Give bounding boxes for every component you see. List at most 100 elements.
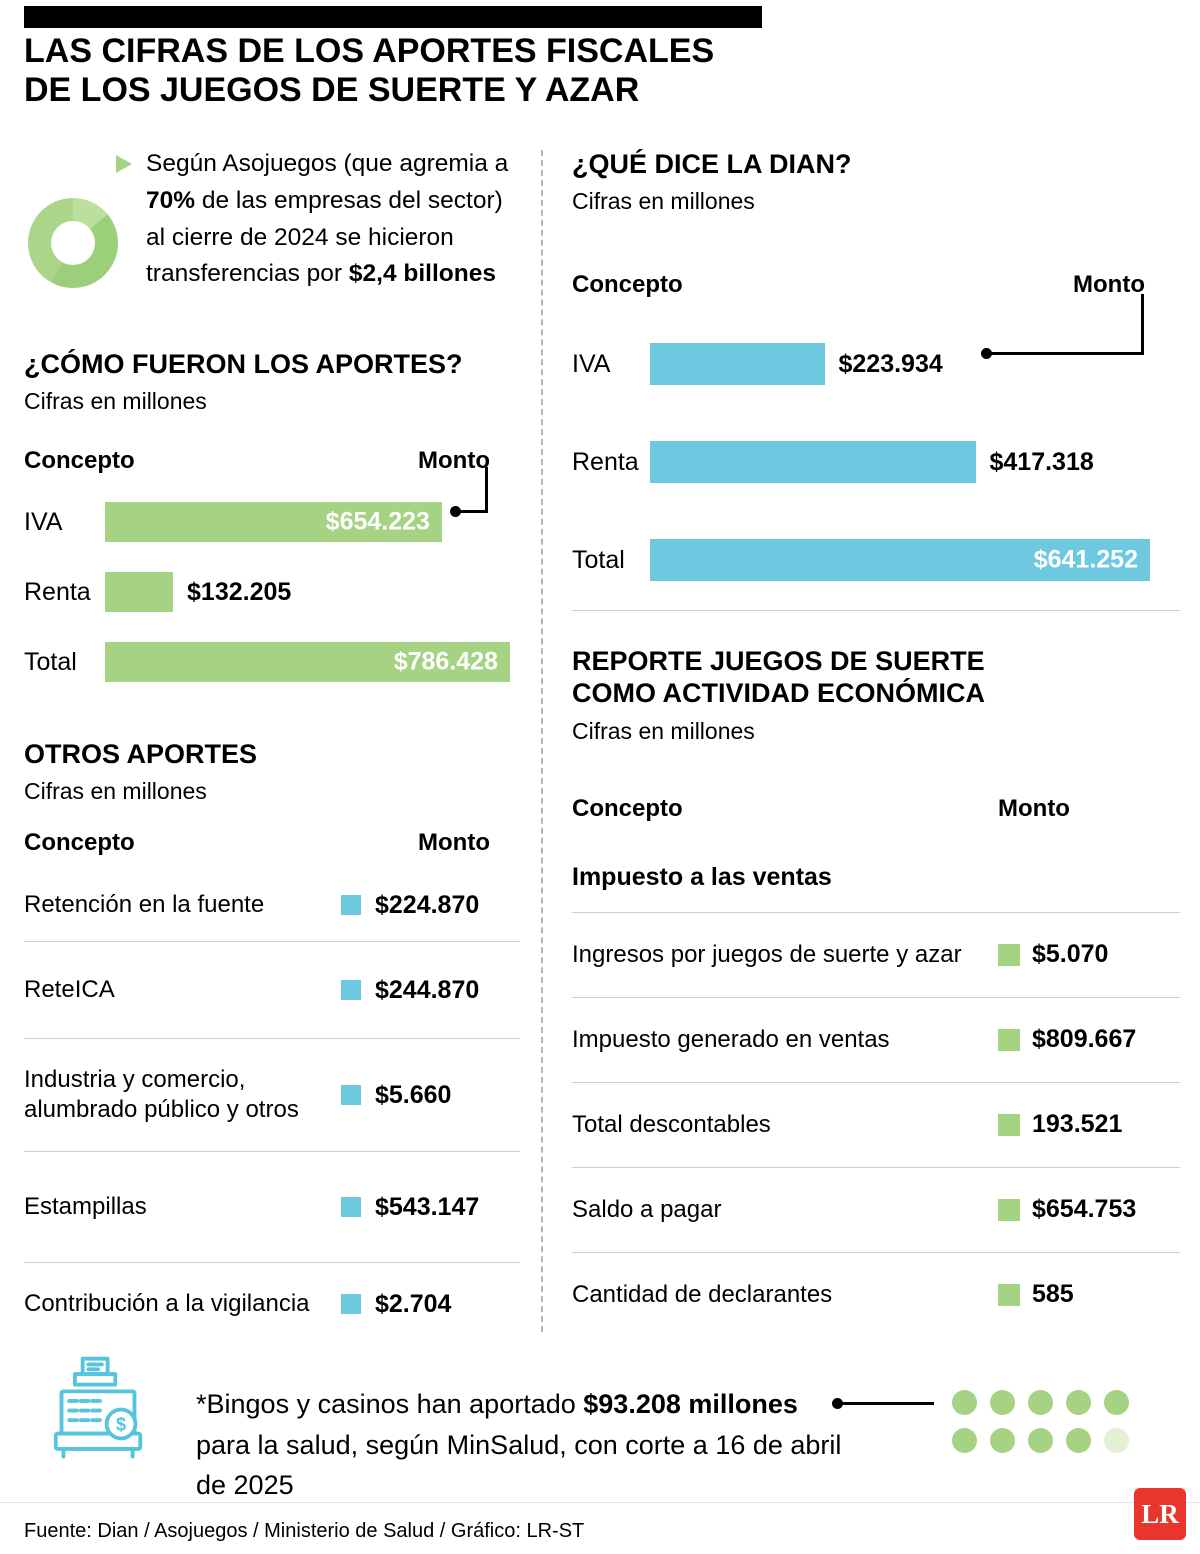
- table-row: Ingresos por juegos de suerte y azar $5.…: [572, 913, 1180, 998]
- bar-row-renta: Renta $417.318: [572, 413, 1180, 511]
- section-subtitle: Cifras en millones: [24, 778, 207, 805]
- donut-icon: [28, 198, 118, 288]
- section-rule: [572, 610, 1180, 611]
- row-label: Saldo a pagar: [572, 1195, 722, 1223]
- callout-dot: [450, 506, 461, 517]
- footnote-text: *Bingos y casinos han aportado $93.208 m…: [196, 1384, 844, 1506]
- column-divider: [541, 150, 543, 1332]
- table-reporte-actividad-economica: REPORTE JUEGOS DE SUERTE COMO ACTIVIDAD …: [572, 645, 1180, 1337]
- callout-line: [987, 352, 1144, 355]
- bar-label: IVA: [572, 349, 611, 378]
- concept-header: Concepto: [572, 794, 683, 822]
- callout-dot: [981, 348, 992, 359]
- section-title: OTROS APORTES: [24, 739, 258, 769]
- bar-iva: [650, 343, 825, 386]
- dollar-coin-icon: [104, 1407, 138, 1441]
- intro-bold1: 70%: [146, 186, 196, 214]
- dot-row: [952, 1390, 1129, 1415]
- square-marker-icon: [998, 1113, 1020, 1136]
- footnote-bold: $93.208 millones: [583, 1389, 798, 1419]
- callout-line: [838, 1402, 934, 1405]
- row-label: Cantidad de declarantes: [572, 1280, 833, 1308]
- bar-value: $786.428: [393, 647, 498, 676]
- bar-value: $641.252: [1033, 545, 1138, 574]
- bar-label: IVA: [24, 507, 63, 536]
- row-value: $654.753: [1032, 1195, 1137, 1224]
- bar-row-total: Total $641.252: [572, 511, 1180, 609]
- bar-row-total: Total $786.428: [24, 627, 520, 697]
- bar-track: $417.318: [650, 441, 1150, 484]
- chart-como-fueron-aportes: ¿CÓMO FUERON LOS APORTES? Cifras en mill…: [24, 348, 520, 697]
- dot-row: [952, 1428, 1129, 1453]
- progress-dot: [1028, 1390, 1053, 1415]
- amount-header: Monto: [418, 447, 490, 475]
- bar-row-iva: IVA $654.223: [24, 487, 520, 557]
- row-label: Estampillas: [24, 1193, 147, 1221]
- section-title: ¿QUÉ DICE LA DIAN?: [572, 149, 852, 179]
- bar-track: $786.428: [105, 642, 510, 683]
- row-value: $244.870: [375, 975, 480, 1004]
- row-label: ReteICA: [24, 976, 115, 1004]
- progress-dot: [1028, 1428, 1053, 1453]
- table-row: Total descontables 193.521: [572, 1083, 1180, 1168]
- row-label: Industria y comercio, alumbrado público …: [24, 1066, 299, 1124]
- bar-group: IVA $654.223 Renta $132.205 Total: [24, 487, 520, 697]
- bar-track: $654.223: [105, 502, 510, 543]
- row-value: 193.521: [1032, 1110, 1123, 1139]
- bar-group: IVA $223.934 Renta $417.318 Total $641.2…: [572, 315, 1180, 609]
- bar-track: $223.934: [650, 343, 1150, 386]
- row-label: Retención en la fuente: [24, 891, 265, 919]
- square-marker-icon: [341, 1085, 361, 1106]
- square-marker-icon: [998, 1283, 1020, 1306]
- row-label: Ingresos por juegos de suerte y azar: [572, 940, 962, 968]
- amount-header: Monto: [998, 794, 1070, 822]
- amount-header: Monto: [1073, 271, 1145, 299]
- dot-grid: [952, 1390, 1129, 1453]
- bullet-arrow-icon: [116, 155, 132, 173]
- row-value: $5.660: [375, 1080, 452, 1109]
- bar-renta: [650, 441, 976, 484]
- section-title: ¿CÓMO FUERON LOS APORTES?: [24, 349, 463, 379]
- page-title: LAS CIFRAS DE LOS APORTES FISCALES DE LO…: [24, 32, 715, 110]
- progress-dot-light: [1104, 1428, 1129, 1453]
- progress-dot: [1104, 1390, 1129, 1415]
- intro-part1: Según Asojuegos (que agremia a: [146, 150, 509, 177]
- table-row: Retención en la fuente $224.870: [24, 869, 520, 943]
- table-rows: Ingresos por juegos de suerte y azar $5.…: [572, 913, 1180, 1337]
- row-label: Total descontables: [572, 1110, 771, 1138]
- amount-header: Monto: [418, 829, 490, 857]
- square-marker-icon: [341, 1197, 361, 1218]
- callout-line: [485, 467, 488, 513]
- table-row: Impuesto generado en ventas $809.667: [572, 998, 1180, 1083]
- row-value: $224.870: [375, 890, 480, 919]
- cash-register-icon: $: [50, 1356, 146, 1473]
- column-headers: Concepto Monto: [572, 271, 1180, 299]
- section-subtitle: Cifras en millones: [24, 388, 207, 415]
- callout-line: [1141, 294, 1144, 354]
- progress-dot: [952, 1390, 977, 1415]
- svg-text:$: $: [116, 1414, 126, 1435]
- table-row: Cantidad de declarantes 585: [572, 1253, 1180, 1337]
- group-header: Impuesto a las ventas: [572, 823, 1180, 913]
- callout-line: [456, 510, 488, 513]
- concept-header: Concepto: [24, 829, 135, 857]
- table-row: Estampillas $543.147: [24, 1152, 520, 1264]
- bar-row-renta: Renta $132.205: [24, 557, 520, 627]
- section-subtitle: Cifras en millones: [572, 188, 755, 215]
- intro-text: Según Asojuegos (que agremia a 70% de la…: [146, 146, 522, 293]
- table-rows: Retención en la fuente $224.870 ReteICA …: [24, 869, 520, 1345]
- footer-rule: [0, 1502, 1200, 1503]
- square-marker-icon: [998, 943, 1020, 966]
- row-value: $809.667: [1032, 1025, 1137, 1054]
- table-row: ReteICA $244.870: [24, 942, 520, 1040]
- bar-renta: [105, 572, 174, 613]
- intro-bold2: $2,4 billones: [348, 260, 496, 288]
- progress-dot: [990, 1390, 1015, 1415]
- bar-track: $132.205: [105, 572, 510, 613]
- table-row: Industria y comercio, alumbrado público …: [24, 1039, 520, 1153]
- section-subtitle: Cifras en millones: [572, 717, 755, 744]
- table-row: Contribución a la vigilancia $2.704: [24, 1263, 520, 1345]
- square-marker-icon: [998, 1028, 1020, 1051]
- square-marker-icon: [341, 980, 361, 1001]
